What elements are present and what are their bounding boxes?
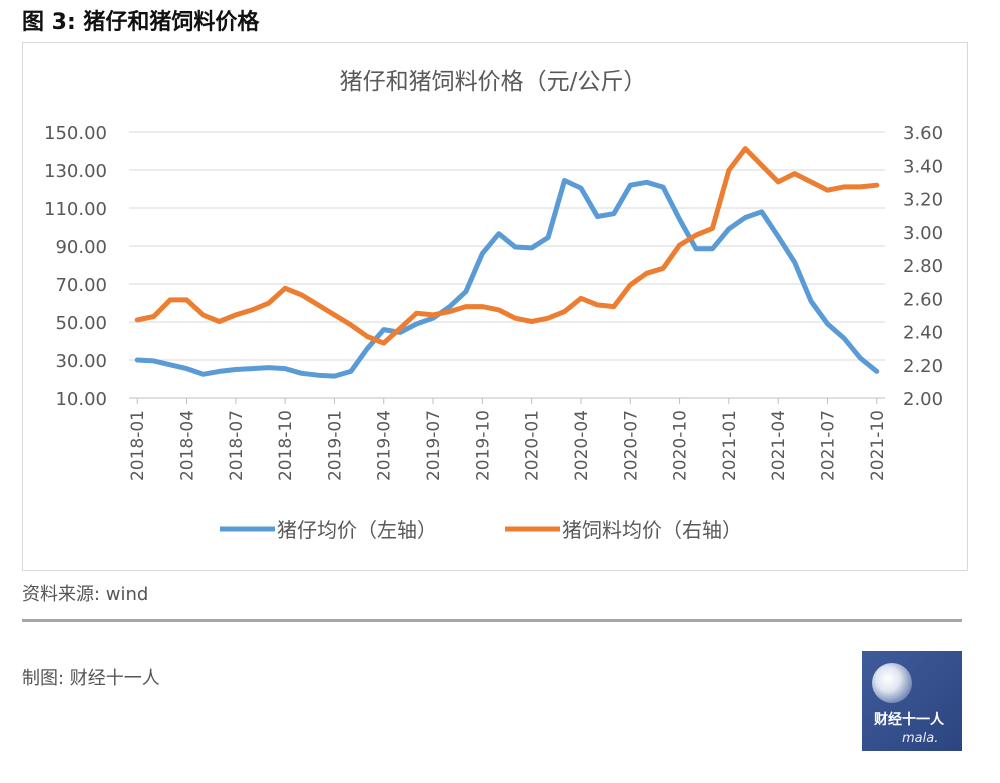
y-right-tick-label: 2.40 (903, 323, 943, 344)
x-tick-label: 2018-04 (178, 410, 198, 481)
series-line-feed (134, 146, 880, 346)
y-left-tick-label: 30.00 (55, 351, 107, 372)
y-left-tick-label: 130.00 (44, 161, 107, 182)
line-chart: 猪仔和猪饲料价格（元/公斤） 10.00 30.00 50.00 70.00 90.00… (44, 69, 943, 542)
y-right-tick-label: 3.60 (903, 123, 943, 144)
x-tick-label: 2020-04 (572, 410, 592, 481)
credit-note: 制图: 财经十一人 (22, 668, 160, 689)
x-tick-label: 2021-01 (720, 410, 740, 481)
y-right-tick-label: 2.60 (903, 289, 943, 310)
x-tick-label: 2018-10 (276, 410, 296, 481)
right-axis-labels: 2.00 2.20 2.40 2.60 2.80 3.00 3.20 3.40 3.60 (903, 123, 943, 410)
gridlines (129, 131, 885, 399)
chart-frame: 猪仔和猪饲料价格（元/公斤） 10.00 30.00 50.00 70.00 90.00… (22, 42, 968, 571)
legend-label-feed: 猪饲料均价（右轴） (562, 518, 742, 542)
y-right-tick-label: 3.40 (903, 156, 943, 177)
y-right-tick-label: 3.00 (903, 223, 943, 244)
divider (22, 619, 962, 622)
x-tick-label: 2018-07 (227, 410, 247, 481)
left-axis-labels: 10.00 30.00 50.00 70.00 90.00 110.00 130.00 150… (44, 123, 107, 410)
x-tick-label: 2021-10 (868, 410, 888, 481)
x-tick-label: 2020-10 (671, 410, 691, 481)
logo-sub: mala. (902, 731, 939, 746)
globe-icon (872, 663, 912, 703)
y-left-tick-label: 90.00 (55, 237, 107, 258)
y-left-tick-label: 10.00 (55, 389, 107, 410)
y-left-tick-label: 70.00 (55, 275, 107, 296)
y-left-tick-label: 50.00 (55, 313, 107, 334)
x-tick-label: 2018-01 (128, 410, 148, 481)
brand-logo: 财经十一人 mala. (862, 651, 962, 751)
figure-title: 图 3: 猪仔和猪饲料价格 (22, 10, 260, 35)
x-tick-label: 2021-07 (818, 410, 838, 481)
y-right-tick-label: 3.20 (903, 190, 943, 211)
y-right-tick-label: 2.00 (903, 389, 943, 410)
legend: 猪仔均价（左轴） 猪饲料均价（右轴） (220, 518, 742, 542)
legend-label-piglet: 猪仔均价（左轴） (277, 518, 437, 542)
x-tick-label: 2019-01 (325, 410, 345, 481)
y-left-tick-label: 110.00 (44, 199, 107, 220)
y-right-tick-label: 2.80 (903, 256, 943, 277)
x-tick-label: 2019-10 (473, 410, 493, 481)
logo-text: 财经十一人 (874, 712, 944, 728)
x-tick-label: 2019-04 (375, 410, 395, 481)
series-lines (134, 146, 880, 379)
x-axis: 2018-01 2018-04 2018-07 2018-10 2019-01 2019-… (128, 397, 888, 481)
y-left-tick-label: 150.00 (44, 123, 107, 144)
series-line-piglet (134, 178, 880, 379)
chart-title: 猪仔和猪饲料价格（元/公斤） (340, 69, 647, 95)
x-tick-label: 2020-01 (523, 410, 543, 481)
x-tick-label: 2021-04 (769, 410, 789, 481)
x-tick-label: 2019-07 (424, 410, 444, 481)
y-right-tick-label: 2.20 (903, 356, 943, 377)
source-note: 资料来源: wind (22, 584, 149, 605)
x-tick-label: 2020-07 (621, 410, 641, 481)
